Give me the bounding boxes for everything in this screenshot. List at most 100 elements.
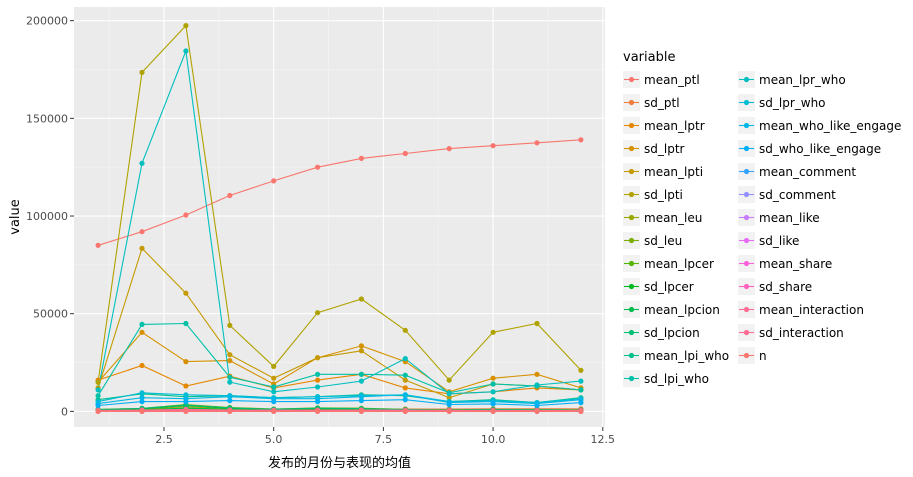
- point-n-8: [402, 408, 408, 414]
- legend-label-mean_like: mean_like: [759, 211, 820, 225]
- point-mean_lpr_who-12: [578, 378, 584, 384]
- x-tick-label-1: 5.0: [265, 433, 283, 446]
- point-n-11: [534, 408, 540, 414]
- legend-label-mean_lptr: mean_lptr: [644, 119, 705, 133]
- point-n-2: [139, 408, 145, 414]
- legend-key-point-mean_lpcer: [628, 260, 635, 267]
- point-sd_lptr-11: [534, 371, 540, 377]
- legend-label-n: n: [759, 349, 767, 363]
- series-line-sd_lptr: [97, 331, 582, 393]
- legend-item-sd_lptr: sd_lptr: [623, 140, 685, 157]
- point-sd_lpti-5: [271, 363, 277, 369]
- point-mean_ptl-11: [534, 140, 540, 146]
- legend-item-mean_share: mean_share: [738, 255, 832, 272]
- legend-item-sd_lpr_who: sd_lpr_who: [738, 94, 826, 111]
- point-mean_lpr_who-8: [402, 356, 408, 362]
- legend-item-sd_like: sd_like: [738, 232, 799, 249]
- point-sd_lptr-3: [183, 359, 189, 365]
- legend-item-sd_lpi_who: sd_lpi_who: [623, 370, 709, 387]
- legend-label-sd_like: sd_like: [759, 234, 799, 248]
- grid-minor: [74, 7, 605, 427]
- legend-label-mean_share: mean_share: [759, 257, 832, 271]
- point-sd_who_like_engage-3: [183, 399, 189, 405]
- point-mean_ptl-12: [578, 137, 584, 143]
- point-sd_lpi_who-10: [490, 381, 496, 387]
- point-mean_who_like_engage-4: [227, 394, 233, 400]
- point-sd_lpti-11: [534, 320, 540, 327]
- legend-key-point-mean_share: [743, 260, 750, 267]
- legend-label-mean_lpcion: mean_lpcion: [644, 303, 720, 317]
- x-tick-label-4: 12.5: [591, 433, 616, 446]
- legend-key-point-sd_ptl: [628, 99, 635, 106]
- point-sd_lpti-4: [227, 322, 233, 328]
- point-mean_lpr_who-10: [490, 389, 496, 395]
- point-mean_lpr_who-3: [183, 48, 189, 54]
- point-mean_lpr_who-11: [534, 382, 540, 388]
- series-lines: [97, 24, 582, 412]
- legend-key-point-mean_lpcion: [628, 306, 635, 313]
- point-sd_who_like_engage-2: [139, 399, 145, 405]
- point-mean_ptl-3: [183, 212, 189, 218]
- grid-major: [74, 7, 605, 427]
- point-mean_ptl-4: [227, 192, 233, 199]
- point-mean_lpr_who-6: [315, 384, 321, 390]
- series-line-sd_lpti: [97, 24, 582, 383]
- point-mean_lptr-2: [139, 362, 145, 369]
- legend-key-point-mean_interaction: [743, 306, 750, 313]
- point-n-7: [358, 408, 364, 414]
- point-mean_ptl-2: [139, 229, 145, 235]
- series-line-mean_ptl: [97, 139, 581, 246]
- point-sd_lpi_who-6: [315, 371, 321, 377]
- point-mean_ptl-8: [402, 150, 408, 157]
- legend-item-mean_comment: mean_comment: [738, 163, 856, 180]
- series-line-sd_lpcion: [98, 404, 581, 411]
- legend-item-mean_who_like_engage: mean_who_like_engage: [738, 117, 901, 134]
- legend-label-sd_ptl: sd_ptl: [644, 96, 680, 110]
- point-sd_who_like_engage-6: [315, 399, 321, 405]
- point-sd_who_like_engage-11: [534, 402, 540, 409]
- point-mean_lpti-6: [315, 355, 321, 361]
- point-sd_lpi_who-4: [227, 374, 233, 380]
- series-line-sd_lpi_who: [97, 322, 581, 396]
- point-sd_who_like_engage-7: [358, 398, 364, 404]
- legend-key-point-mean_lptr: [628, 122, 635, 129]
- y-tick-label-3: 150000: [26, 112, 68, 125]
- legend-label-mean_lpti: mean_lpti: [644, 165, 703, 179]
- point-sd_lptr-2: [139, 329, 145, 335]
- point-sd_lpr_who-3: [183, 392, 189, 398]
- series-line-sd_interaction: [98, 408, 581, 411]
- point-mean_lpr_who-2: [139, 160, 145, 166]
- point-mean_lpr_who-5: [271, 389, 277, 395]
- point-mean_lpti-9: [446, 395, 452, 401]
- point-mean_lpr_who-1: [95, 387, 101, 393]
- point-mean_ptl-10: [490, 143, 496, 149]
- legend-key-point-sd_like: [743, 237, 750, 244]
- point-mean_who_like_engage-8: [402, 392, 408, 398]
- point-mean_ptl-7: [358, 155, 364, 161]
- plot-panel: [74, 7, 605, 427]
- point-sd_who_like_engage-12: [578, 400, 584, 406]
- point-mean_ptl-6: [315, 164, 321, 170]
- legend-label-sd_share: sd_share: [759, 280, 812, 294]
- legend-key-point-sd_lpti: [628, 191, 635, 198]
- legend-key-point-sd_leu: [628, 237, 635, 244]
- legend-item-mean_lpi_who: mean_lpi_who: [623, 347, 729, 364]
- y-axis: 0 50000 100000 150000 200000: [26, 15, 74, 418]
- legend-item-sd_interaction: sd_interaction: [738, 324, 844, 341]
- point-sd_lpi_who-1: [95, 393, 101, 399]
- legend-key-point-sd_lpr_who: [743, 99, 750, 106]
- legend-item-mean_ptl: mean_ptl: [623, 71, 700, 88]
- legend-item-mean_like: mean_like: [738, 209, 820, 226]
- legend-label-mean_comment: mean_comment: [759, 165, 856, 179]
- point-sd_lpi_who-2: [139, 321, 145, 327]
- legend-key-point-sd_lptr: [628, 145, 635, 152]
- point-mean_who_like_engage-2: [139, 395, 145, 401]
- point-sd_lptr-4: [227, 358, 233, 364]
- series-line-sd_who_like_engage: [98, 399, 581, 407]
- legend-key-point-mean_lpi_who: [628, 352, 635, 359]
- legend-item-sd_lpti: sd_lpti: [623, 186, 683, 203]
- legend-key-point-sd_lpi_who: [628, 375, 635, 382]
- legend-item-mean_lpr_who: mean_lpr_who: [738, 71, 846, 88]
- legend-item-mean_lptr: mean_lptr: [623, 117, 705, 134]
- legend-item-sd_lpcion: sd_lpcion: [623, 324, 700, 341]
